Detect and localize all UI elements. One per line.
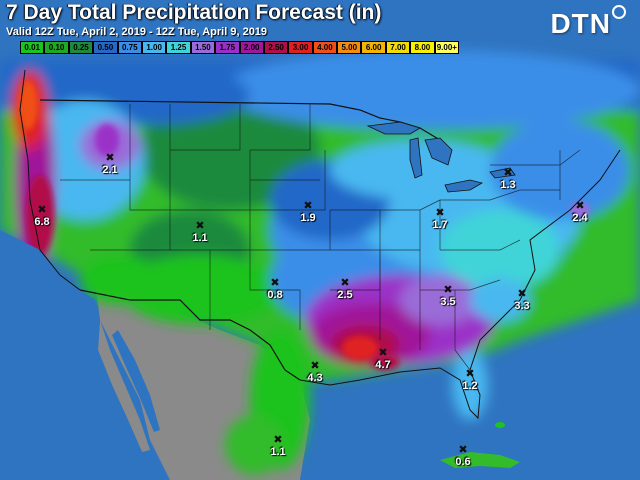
- map-title: 7 Day Total Precipitation Forecast (in): [6, 1, 382, 24]
- x-mark-icon: ✖: [340, 276, 350, 289]
- legend-cell: 9.00+: [434, 41, 460, 54]
- legend-cell: 2.00: [239, 41, 264, 54]
- x-mark-icon: ✖: [443, 283, 453, 296]
- point-forecast-value: 4.7: [375, 359, 391, 371]
- x-mark-icon: ✖: [105, 151, 115, 164]
- point-forecast-value: 2.4: [572, 212, 588, 224]
- valid-period: Valid 12Z Tue, April 2, 2019 - 12Z Tue, …: [6, 26, 268, 38]
- legend-cell: 0.01: [20, 41, 45, 54]
- legend-cell: 3.00: [288, 41, 313, 54]
- point-forecast-value: 4.3: [307, 372, 323, 384]
- baja-peninsula: [98, 320, 150, 452]
- point-forecast-value: 1.3: [500, 179, 516, 191]
- legend-cell: 1.75: [215, 41, 240, 54]
- point-forecast-value: 1.7: [432, 219, 448, 231]
- x-mark-icon: ✖: [273, 433, 283, 446]
- point-forecast-value: 0.8: [267, 289, 283, 301]
- great-lakes: [366, 121, 516, 193]
- x-mark-icon: ✖: [303, 199, 313, 212]
- legend-cell: 1.50: [190, 41, 216, 54]
- x-mark-icon: ✖: [465, 367, 475, 380]
- x-mark-icon: ✖: [517, 287, 527, 300]
- point-forecast-value: 1.1: [192, 232, 208, 244]
- point-forecast-value: 3.5: [440, 296, 456, 308]
- point-forecast-value: 2.5: [337, 289, 353, 301]
- point-forecast-value: 1.1: [270, 446, 286, 458]
- x-mark-icon: ✖: [37, 203, 47, 216]
- legend-cell: 5.00: [337, 41, 362, 54]
- point-forecast-value: 2.1: [102, 164, 118, 176]
- legend-cell: 1.00: [141, 41, 167, 54]
- dtn-logo: DTN: [550, 5, 626, 40]
- us-mexico-border: [79, 289, 301, 381]
- legend-cell: 1.25: [166, 41, 191, 54]
- point-forecast-value: 1.2: [462, 380, 478, 392]
- bahamas: [495, 422, 505, 428]
- x-mark-icon: ✖: [503, 166, 513, 179]
- x-mark-icon: ✖: [435, 206, 445, 219]
- cuba: [440, 452, 520, 468]
- coastline: [19, 69, 621, 420]
- color-legend: 0.01 0.10 0.25 0.50 0.75 1.00 1.25 1.50 1.75 2.00…: [20, 41, 460, 54]
- x-mark-icon: ✖: [575, 199, 585, 212]
- gulf-of-california: [112, 330, 160, 432]
- x-mark-icon: ✖: [270, 276, 280, 289]
- gulf-of-mexico: [300, 368, 480, 480]
- logo-ring-icon: [612, 5, 626, 19]
- x-mark-icon: ✖: [378, 346, 388, 359]
- logo-text: DTN: [550, 8, 611, 39]
- point-forecast-value: 0.6: [455, 456, 471, 468]
- pacific-ocean: [0, 230, 150, 480]
- precip-highlights: [18, 80, 590, 370]
- legend-cell: 4.00: [312, 41, 338, 54]
- legend-cell: 0.10: [44, 41, 69, 54]
- point-forecast-value: 3.3: [514, 300, 530, 312]
- legend-cell: 0.25: [68, 41, 94, 54]
- legend-cell: 8.00: [410, 41, 435, 54]
- state-borders: [60, 104, 581, 371]
- point-forecast-value: 6.8: [34, 216, 50, 228]
- x-mark-icon: ✖: [458, 443, 468, 456]
- legend-cell: 6.00: [361, 41, 386, 54]
- x-mark-icon: ✖: [195, 219, 205, 232]
- legend-cell: 0.50: [93, 41, 118, 54]
- x-mark-icon: ✖: [310, 359, 320, 372]
- legend-cell: 7.00: [385, 41, 411, 54]
- legend-cell: 2.50: [263, 41, 289, 54]
- legend-cell: 0.75: [117, 41, 142, 54]
- point-forecast-value: 1.9: [300, 212, 316, 224]
